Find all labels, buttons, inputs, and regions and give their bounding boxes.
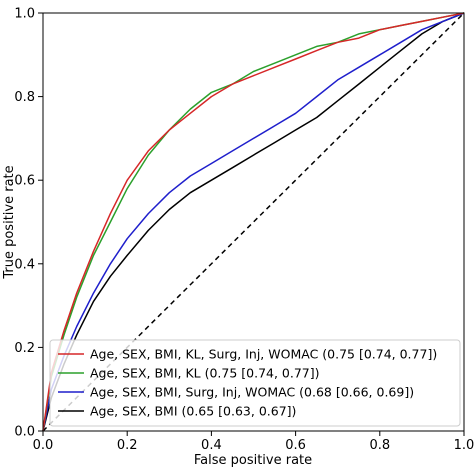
legend-box (49, 339, 461, 427)
y-axis: 0.0 0.2 0.4 0.6 0.8 1.0 (14, 7, 43, 440)
roc-series-line-1 (42, 12, 465, 432)
y-tick-label: 0.2 (14, 341, 35, 356)
y-tick-label: 0.0 (14, 425, 35, 440)
x-tick-label: 0.4 (201, 438, 222, 453)
legend-entry-2: Age, SEX, BMI, KL (0.75 [0.74, 0.77]) (90, 366, 320, 381)
y-tick-label: 0.6 (14, 174, 35, 189)
y-tick-label: 0.4 (14, 257, 35, 272)
y-tick-label: 0.8 (14, 90, 35, 105)
x-tick-label: 1.0 (454, 438, 474, 453)
plot-area (42, 12, 465, 432)
legend-entry-4: Age, SEX, BMI (0.65 [0.63, 0.67]) (90, 404, 296, 419)
y-tick-label: 1.0 (14, 7, 35, 22)
x-tick-label: 0.0 (33, 438, 54, 453)
plot-frame (42, 12, 465, 432)
legend: Age, SEX, BMI, KL, Surg, Inj, WOMAC (0.7… (49, 339, 461, 427)
y-axis-label: True positive rate (2, 165, 17, 279)
legend-entry-1: Age, SEX, BMI, KL, Surg, Inj, WOMAC (0.7… (90, 347, 437, 362)
roc-series-line-4 (42, 12, 465, 432)
legend-entry-3: Age, SEX, BMI, Surg, Inj, WOMAC (0.68 [0… (90, 385, 414, 400)
roc-series-line-3 (42, 12, 465, 432)
x-axis: 0.0 0.2 0.4 0.6 0.8 1.0 (33, 431, 474, 453)
x-tick-label: 0.6 (285, 438, 306, 453)
x-axis-label: False positive rate (194, 453, 312, 468)
x-tick-label: 0.2 (117, 438, 138, 453)
x-tick-label: 0.8 (369, 438, 390, 453)
